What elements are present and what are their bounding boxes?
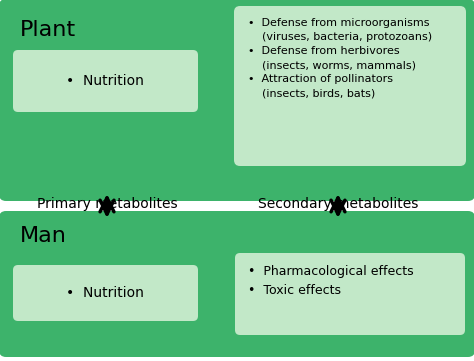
FancyBboxPatch shape [0, 211, 474, 357]
FancyBboxPatch shape [234, 6, 466, 166]
Text: •  Pharmacological effects
•  Toxic effects: • Pharmacological effects • Toxic effect… [248, 265, 414, 297]
Text: Man: Man [20, 226, 67, 246]
Text: Secondary metabolites: Secondary metabolites [258, 197, 418, 211]
FancyBboxPatch shape [13, 50, 198, 112]
Text: •  Nutrition: • Nutrition [66, 74, 144, 88]
FancyBboxPatch shape [235, 253, 465, 335]
FancyBboxPatch shape [13, 265, 198, 321]
Text: •  Defense from microorganisms
    (viruses, bacteria, protozoans)
•  Defense fr: • Defense from microorganisms (viruses, … [248, 18, 432, 98]
FancyBboxPatch shape [0, 0, 474, 201]
Text: Primary metabolites: Primary metabolites [36, 197, 177, 211]
Text: Plant: Plant [20, 20, 76, 40]
Text: •  Nutrition: • Nutrition [66, 286, 144, 300]
